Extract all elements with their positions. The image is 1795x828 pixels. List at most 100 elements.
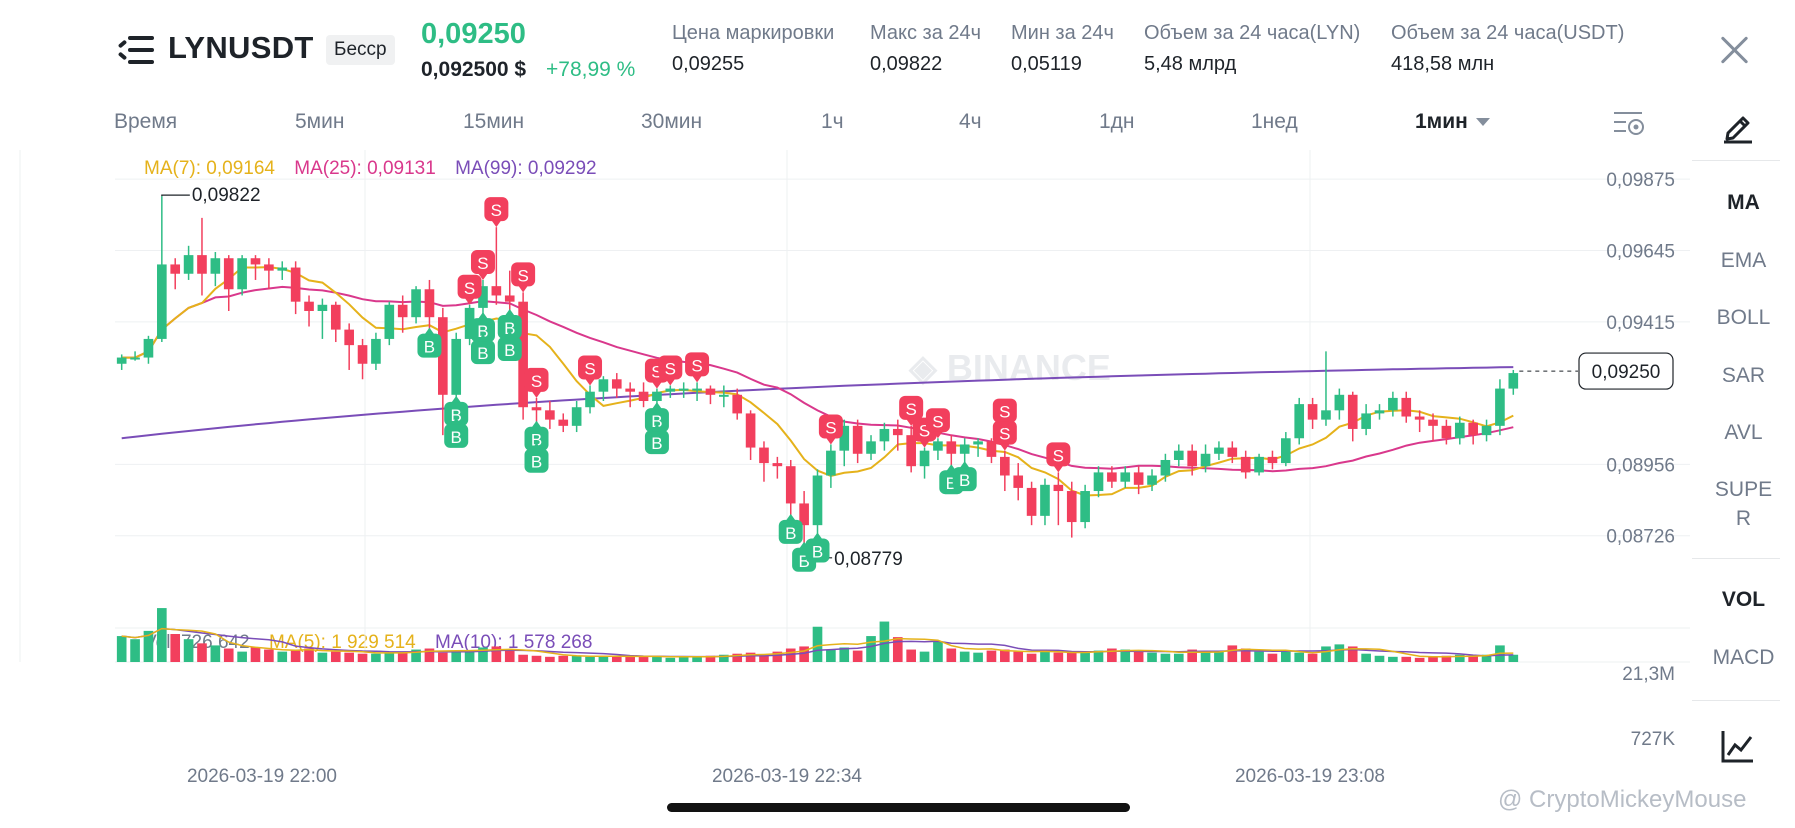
volume-bar (892, 637, 903, 662)
sell-marker-label: S (477, 254, 488, 273)
candle-body (130, 357, 140, 360)
candle-body (1080, 491, 1090, 523)
stat-label: Объем за 24 часа(USDT) (1391, 22, 1625, 44)
sell-marker-tip (651, 381, 662, 389)
candle-body (812, 475, 823, 526)
buy-marker-label: B (451, 406, 462, 425)
draw-tool-icon[interactable] (1720, 108, 1756, 144)
chart-settings-icon[interactable] (1612, 108, 1646, 138)
volume-bar (1066, 652, 1077, 662)
sell-marker (899, 395, 924, 420)
candle-body (638, 391, 649, 402)
tab-1m-dropdown[interactable]: 1мин (1415, 110, 1490, 134)
high-annotation-label: 0,09822 (192, 185, 261, 206)
volume-bar (1321, 646, 1331, 662)
chart-type-icon[interactable] (1720, 728, 1756, 764)
candle-body (919, 450, 930, 467)
menu-icon[interactable] (117, 33, 154, 67)
tab-1h[interactable]: 1ч (821, 110, 844, 133)
close-icon[interactable] (1716, 32, 1752, 68)
candle-body (826, 450, 836, 476)
candle-body (304, 301, 314, 311)
volume-bar (1053, 652, 1064, 662)
volume-bar (1401, 656, 1412, 662)
indicator-ema[interactable]: EMA (1720, 249, 1767, 272)
volume-bar (598, 655, 609, 662)
sell-marker-label: S (531, 372, 542, 391)
volume-bar (424, 648, 435, 662)
volume-bar (210, 645, 221, 662)
candle-body (545, 410, 555, 420)
volume-bar (1013, 651, 1024, 662)
tab-30m[interactable]: 30мин (641, 110, 703, 133)
tab-1w[interactable]: 1нед (1251, 110, 1298, 133)
candle-body (1173, 450, 1184, 460)
candle-body (1013, 475, 1024, 488)
indicator-ma[interactable]: MA (1727, 191, 1760, 214)
volume-bar (1080, 651, 1090, 662)
volume-bar (665, 657, 676, 662)
current-price-label: 0,09250 (1592, 362, 1661, 383)
indicator-avl[interactable]: AVL (1724, 421, 1763, 444)
candle-body (1160, 459, 1171, 476)
volume-bar (478, 647, 488, 662)
buy-marker-tip (477, 312, 488, 320)
candle-body (1468, 422, 1478, 436)
tab-5m[interactable]: 5мин (295, 110, 345, 133)
volume-bar (317, 652, 328, 662)
price-chart[interactable]: ◈ BINANCE0,098750,096450,094150,089560,0… (0, 150, 1690, 790)
candle-body (1481, 425, 1492, 436)
sell-marker-tip (531, 390, 542, 398)
candle-body (678, 388, 689, 391)
volume-bar (223, 648, 234, 662)
volume-ma5-line (121, 627, 1514, 658)
indicator-supertrend-line1[interactable]: SUPE (1714, 478, 1773, 501)
volume-bar (250, 647, 261, 662)
buy-marker-label: B (424, 338, 435, 357)
volume-bar (1173, 653, 1184, 662)
sell-marker (484, 197, 509, 222)
time-axis-label: 2026-03-19 22:00 (187, 766, 337, 787)
candle-body (959, 444, 970, 454)
indicator-vol[interactable]: VOL (1721, 588, 1766, 611)
volume-bar (1267, 653, 1278, 662)
candle-body (1066, 491, 1077, 523)
watermark-text: @ CryptoMickeyMouse (1498, 786, 1747, 813)
chevron-down-icon (1475, 118, 1490, 127)
buy-marker (444, 423, 469, 448)
volume-bar (1147, 652, 1157, 662)
buy-marker (497, 314, 522, 339)
indicator-supertrend-line2[interactable]: R (1735, 507, 1752, 530)
tab-1d[interactable]: 1дн (1099, 110, 1135, 133)
candle-body (1441, 425, 1452, 439)
volume-bar (986, 650, 997, 662)
volume-bar (491, 646, 502, 662)
indicator-boll[interactable]: BOLL (1716, 306, 1771, 329)
volume-bar (1441, 655, 1452, 662)
volume-bar (1240, 648, 1251, 662)
volume-bar (1000, 649, 1010, 662)
ma99-line (121, 366, 1514, 440)
volume-bar (1214, 651, 1224, 662)
candle-body (1361, 413, 1371, 429)
buy-marker-tip (531, 420, 542, 428)
tab-15m[interactable]: 15мин (463, 110, 525, 133)
candle-body (397, 304, 408, 318)
buy-marker-tip (651, 402, 662, 410)
buy-marker-label: B (798, 552, 809, 571)
candle-body (277, 267, 288, 271)
buy-marker-tip (651, 424, 662, 432)
sell-marker-label: S (491, 201, 502, 220)
volume-bar (1414, 657, 1425, 662)
candle-body (759, 447, 769, 464)
tab-time[interactable]: Время (114, 110, 178, 133)
pair-symbol[interactable]: LYNUSDT (168, 30, 314, 65)
indicator-sar[interactable]: SAR (1721, 364, 1766, 387)
candle-body (197, 255, 207, 274)
indicator-macd[interactable]: MACD (1712, 646, 1775, 669)
tab-4h[interactable]: 4ч (959, 110, 982, 133)
volume-bar (170, 634, 181, 662)
candle-body (1388, 397, 1398, 411)
volume-bar (1347, 646, 1358, 662)
buy-marker-tip (504, 308, 515, 316)
